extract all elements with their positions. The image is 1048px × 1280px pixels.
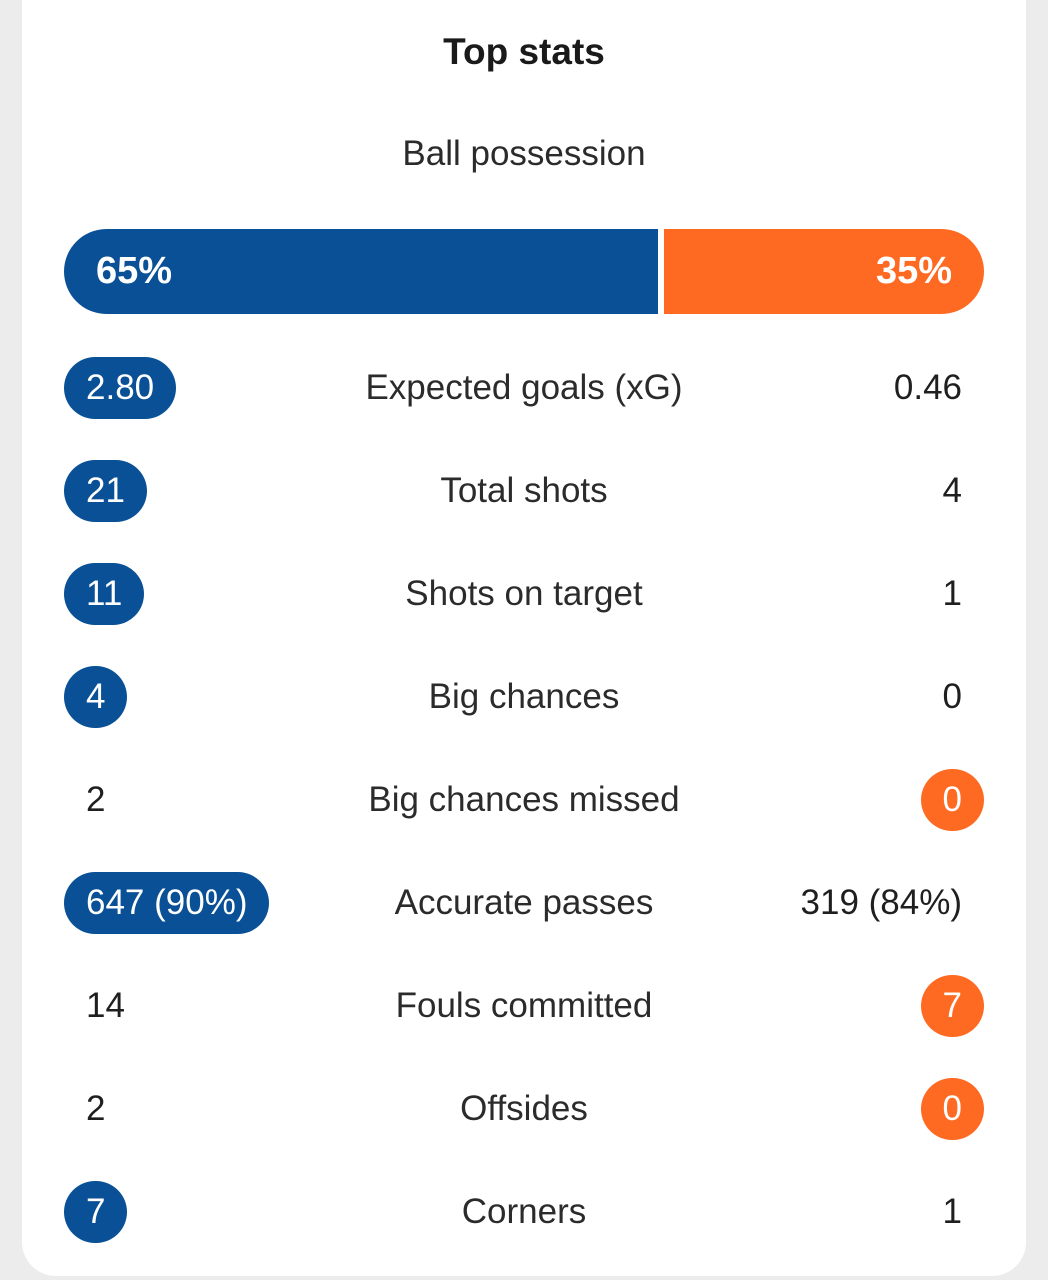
stat-away-value: 1 bbox=[942, 574, 962, 613]
stat-home-value: 2 bbox=[86, 1089, 106, 1128]
stat-away-value: 0 bbox=[920, 1078, 984, 1140]
stat-home-value: 21 bbox=[64, 460, 147, 522]
stat-row-big-chances-missed: Big chances missed 2 0 bbox=[0, 769, 1048, 831]
stat-home-value: 4 bbox=[64, 666, 128, 728]
stat-away-value: 4 bbox=[942, 471, 962, 510]
section-title: Top stats bbox=[443, 31, 605, 72]
stat-label: Accurate passes bbox=[394, 883, 654, 922]
stat-label: Big chances missed bbox=[368, 780, 680, 819]
possession-away-segment: 35% bbox=[664, 229, 984, 314]
stat-away-value: 7 bbox=[920, 975, 984, 1037]
stat-row-total-shots: Total shots 21 4 bbox=[0, 460, 1048, 522]
stat-home-value: 11 bbox=[64, 563, 145, 625]
possession-away-value: 35% bbox=[875, 250, 952, 292]
stat-home-value: 2.80 bbox=[64, 357, 177, 419]
stat-row-fouls-committed: Fouls committed 14 7 bbox=[0, 975, 1048, 1037]
stat-home-value: 14 bbox=[86, 986, 125, 1025]
stat-label: Big chances bbox=[428, 677, 620, 716]
stat-away-value: 319 (84%) bbox=[800, 883, 962, 922]
stat-home-value: 647 (90%) bbox=[64, 872, 270, 934]
stat-row-expected-goals: Expected goals (xG) 2.80 0.46 bbox=[0, 357, 1048, 419]
stat-label: Fouls committed bbox=[395, 986, 653, 1025]
stat-label: Offsides bbox=[460, 1089, 588, 1128]
stat-row-shots-on-target: Shots on target 11 1 bbox=[0, 563, 1048, 625]
stat-label: Expected goals (xG) bbox=[365, 368, 683, 407]
stat-row-accurate-passes: Accurate passes 647 (90%) 319 (84%) bbox=[0, 872, 1048, 934]
stat-row-corners: Corners 7 1 bbox=[0, 1181, 1048, 1243]
stat-away-value: 0 bbox=[942, 677, 962, 716]
stat-away-value: 0 bbox=[920, 769, 984, 831]
possession-divider bbox=[658, 229, 664, 314]
stat-away-value: 0.46 bbox=[893, 368, 962, 407]
possession-home-value: 65% bbox=[96, 250, 173, 292]
possession-home-segment: 65% bbox=[64, 229, 658, 314]
stat-home-value: 2 bbox=[86, 780, 106, 819]
stat-row-offsides: Offsides 2 0 bbox=[0, 1078, 1048, 1140]
ball-possession-bar: 65% 35% bbox=[64, 229, 984, 314]
stat-label: Corners bbox=[461, 1192, 587, 1231]
stat-label: Total shots bbox=[440, 471, 608, 510]
ball-possession-label: Ball possession bbox=[402, 134, 646, 173]
stat-home-value: 7 bbox=[64, 1181, 128, 1243]
stat-row-big-chances: Big chances 4 0 bbox=[0, 666, 1048, 728]
stat-label: Shots on target bbox=[405, 574, 643, 613]
top-stats-card bbox=[22, 0, 1026, 1276]
stat-away-value: 1 bbox=[942, 1192, 962, 1231]
